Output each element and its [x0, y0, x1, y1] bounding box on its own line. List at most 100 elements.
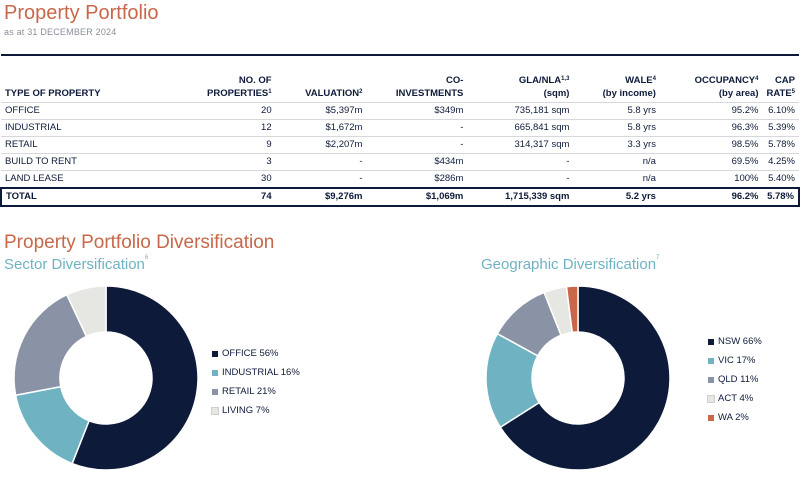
table-cell: 69.5% [659, 153, 763, 171]
table-cell: - [467, 153, 574, 171]
table-cell: 30 [188, 170, 276, 188]
legend-label: RETAIL 21% [222, 386, 276, 397]
table-cell: 5.40% [762, 170, 799, 188]
table-cell: 95.2% [659, 102, 763, 120]
legend-swatch [707, 394, 715, 403]
table-row: INDUSTRIAL 12 $1,672m -665,841 sqm 5.8 yrs 96… [1, 119, 799, 137]
legend-swatch [212, 369, 218, 376]
legend-label: INDUSTRIAL 16% [222, 367, 300, 378]
header-type: TYPE OF PROPERTY [1, 55, 189, 103]
table-cell: 20 [188, 102, 276, 120]
table-cell: BUILD TO RENT [1, 153, 189, 171]
header-text: 6 [144, 255, 149, 261]
header-occupancy: OCCUPANCY4 (by area) [660, 55, 763, 103]
donut-slice-nsw [499, 285, 671, 471]
sector-heading: Sector Diversification6 [4, 255, 149, 273]
header-text: NO. OF [238, 75, 272, 86]
table-cell: - [467, 170, 574, 188]
table-cell: INDUSTRIAL [1, 119, 189, 137]
table-cell: n/a [573, 170, 660, 188]
header-wale: WALE4 (by income) [573, 55, 660, 103]
legend-swatch [211, 406, 219, 415]
legend-item: LIVING 7% [211, 401, 300, 420]
page-title: Property Portfolio [4, 2, 159, 24]
table-cell: 5.8 yrs [573, 102, 660, 120]
header-text: 5 [791, 89, 795, 95]
legend-label: NSW 66% [718, 336, 762, 347]
legend-label: ACT 4% [718, 393, 754, 404]
table-cell: 3 [188, 153, 276, 171]
legend-swatch [212, 388, 218, 395]
header-text: INVESTMENTS [395, 88, 464, 99]
header-text: 2 [359, 89, 363, 95]
table-cell: 665,841 sqm [467, 119, 574, 137]
header-text: (sqm) [543, 88, 570, 99]
legend-swatch [708, 376, 714, 383]
table-cell: - [366, 119, 468, 137]
header-text: CAP [774, 75, 795, 86]
legend-item: OFFICE 56% [212, 344, 300, 363]
header-text: 7 [656, 255, 660, 261]
donut-slice-office [71, 285, 199, 471]
header-valuation: VALUATION2 [276, 55, 367, 103]
legend-item: INDUSTRIAL 16% [212, 363, 300, 382]
header-cap-rate: CAP RATE5 [763, 55, 800, 103]
header-text: Sector Diversification [4, 256, 145, 273]
legend-label: LIVING 7% [222, 405, 270, 416]
table-cell: OFFICE [1, 102, 189, 120]
geo-donut-chart [485, 285, 671, 471]
table-cell: - [366, 136, 468, 154]
table-cell: 6.10% [762, 102, 799, 120]
legend-item: WA 2% [708, 408, 762, 427]
legend-label: QLD 11% [718, 374, 759, 385]
legend-swatch [708, 357, 714, 364]
legend-item: RETAIL 21% [212, 382, 300, 401]
header-text: PROPERTIES [207, 88, 269, 99]
legend-item: QLD 11% [708, 370, 762, 389]
table-row: RETAIL 9 $2,207m -314,317 sqm 3.3 yrs 98.5% 5.… [1, 136, 799, 154]
table-cell: 5.8 yrs [573, 119, 660, 137]
table-cell: 100% [659, 170, 763, 188]
table-cell: 4.25% [762, 153, 799, 171]
table-cell: TOTAL [0, 187, 189, 207]
donut-slice-retail [13, 293, 88, 397]
header-text: CO- [445, 75, 464, 86]
table-cell: LAND LEASE [1, 170, 189, 188]
header-text: 1,3 [561, 76, 570, 82]
table-cell: $1,069m [366, 187, 468, 207]
legend-label: VIC 17% [718, 355, 756, 366]
header-text: Geographic Diversification [481, 256, 657, 273]
table-cell: 12 [188, 119, 276, 137]
table-cell: RETAIL [1, 136, 189, 154]
table-cell: $434m [366, 153, 468, 171]
table-cell: 5.2 yrs [573, 187, 660, 207]
table-cell: 3.3 yrs [573, 136, 660, 154]
table-cell: 74 [188, 187, 276, 207]
page-subtitle: as at 31 DECEMBER 2024 [4, 27, 117, 37]
table-cell: 1,715,339 sqm [467, 187, 574, 207]
header-text: 4 [755, 76, 759, 82]
header-text: OCCUPANCY [694, 75, 756, 86]
table-cell: $349m [366, 102, 468, 120]
legend-item: NSW 66% [708, 332, 762, 351]
legend-swatch [708, 414, 714, 421]
legend-label: OFFICE 56% [222, 348, 279, 359]
table-row: LAND LEASE 30- $286m - n/a 100% 5.40% [1, 170, 799, 188]
table-cell: 96.3% [659, 119, 763, 137]
table-row: BUILD TO RENT 3- $434m - n/a 69.5% 4.25% [1, 153, 799, 171]
table-cell: 96.2% [659, 187, 763, 207]
table-cell: $5,397m [275, 102, 367, 120]
diversification-heading: Property Portfolio Diversification [4, 232, 275, 253]
total-row: TOTAL 74 $9,276m $1,069m 1,715,339 sqm 5.2 yr… [0, 187, 800, 207]
geo-heading: Geographic Diversification7 [481, 255, 660, 273]
header-text: (by income) [602, 88, 656, 99]
header-text: 4 [652, 76, 656, 82]
table-cell: 735,181 sqm [467, 102, 574, 120]
table-cell: $9,276m [275, 187, 367, 207]
header-text: 1 [268, 89, 272, 95]
donut-slice-wa [565, 285, 579, 334]
legend-swatch [708, 338, 714, 345]
donut-slice-living [65, 285, 107, 338]
table-cell: n/a [573, 153, 660, 171]
table-cell: 98.5% [659, 136, 763, 154]
